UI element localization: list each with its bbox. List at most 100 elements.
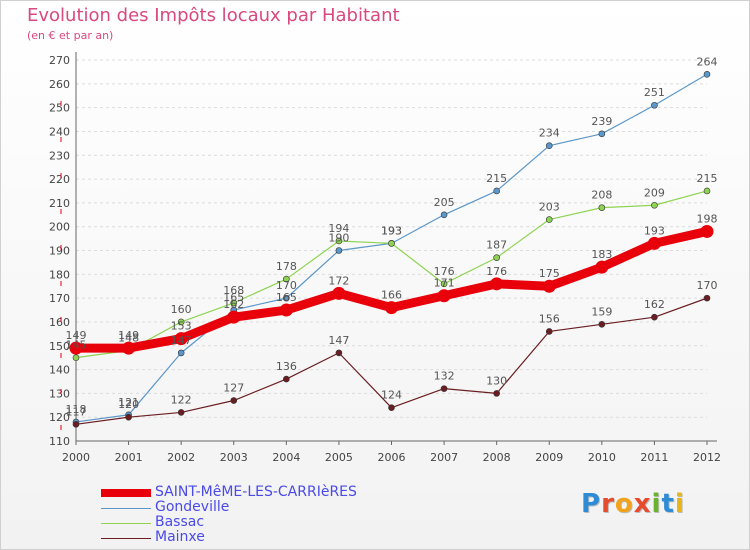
data-label: 194 — [328, 222, 349, 235]
data-point — [651, 101, 658, 109]
chart-title: Evolution des Impôts locaux par Habitant — [27, 5, 400, 26]
data-point — [493, 254, 500, 261]
data-point — [177, 409, 185, 416]
data-point — [227, 310, 241, 324]
y-tick-label: 170 — [49, 292, 70, 305]
data-label: 159 — [591, 305, 612, 318]
y-tick-label: 200 — [49, 221, 70, 234]
data-point — [279, 303, 293, 317]
x-tick-label: 2000 — [62, 451, 90, 464]
data-point — [598, 321, 606, 328]
data-label: 117 — [66, 405, 87, 418]
data-point — [332, 286, 346, 300]
y-tick-label: 210 — [49, 197, 70, 210]
data-point — [440, 280, 448, 288]
data-point — [490, 277, 504, 291]
data-label: 149 — [118, 329, 139, 342]
data-label: 148 — [118, 332, 139, 345]
data-point — [437, 289, 451, 303]
data-label: 234 — [539, 127, 560, 140]
y-tick-label: 120 — [49, 411, 70, 424]
data-label: 162 — [223, 298, 244, 311]
data-point — [440, 385, 448, 392]
x-tick-label: 2009 — [535, 451, 563, 464]
proxiti-logo: Proxiti — [581, 489, 685, 519]
y-tick-label: 130 — [49, 387, 70, 400]
data-label: 147 — [328, 334, 349, 347]
data-label: 156 — [539, 312, 560, 325]
data-label: 187 — [486, 239, 507, 252]
y-tick-label: 260 — [49, 78, 70, 91]
data-label: 147 — [171, 334, 192, 347]
y-tick-label: 140 — [49, 364, 70, 377]
data-label: 120 — [118, 398, 139, 411]
data-point — [230, 299, 238, 307]
x-tick-label: 2003 — [220, 451, 248, 464]
data-label: 190 — [328, 232, 349, 245]
data-label: 208 — [591, 189, 612, 202]
data-point — [335, 247, 343, 254]
data-point — [388, 404, 395, 411]
data-label: 149 — [66, 329, 87, 342]
x-tick-label: 2005 — [325, 451, 353, 464]
y-tick-label: 220 — [49, 173, 70, 186]
y-tick-label: 190 — [49, 245, 70, 258]
data-label: 205 — [434, 196, 455, 209]
data-label: 124 — [381, 389, 402, 402]
data-point — [72, 354, 80, 361]
x-tick-label: 2007 — [430, 451, 458, 464]
data-label: 153 — [171, 320, 192, 333]
data-label: 209 — [644, 186, 665, 199]
data-point — [230, 397, 238, 404]
data-point — [174, 332, 188, 346]
legend-label: Bassac — [155, 514, 205, 530]
data-label: 160 — [171, 303, 192, 316]
data-point — [598, 130, 606, 138]
data-label: 193 — [381, 224, 402, 237]
data-point — [703, 187, 711, 195]
data-label: 193 — [381, 224, 402, 237]
data-point — [651, 313, 658, 321]
data-point — [493, 187, 500, 195]
data-label: 203 — [539, 201, 560, 214]
x-tick-label: 2010 — [588, 451, 616, 464]
data-point — [545, 216, 553, 223]
y-tick-label: 250 — [49, 102, 70, 115]
data-point — [122, 341, 136, 355]
data-label: 170 — [276, 279, 297, 292]
data-point — [440, 211, 448, 219]
legend-item: SAINT-MêME-LES-CARRIèRES — [101, 484, 431, 500]
data-point — [388, 240, 395, 247]
data-label: 162 — [644, 298, 665, 311]
data-label: 168 — [223, 284, 244, 297]
data-label: 122 — [171, 393, 192, 406]
data-label: 132 — [434, 370, 455, 383]
data-label: 175 — [539, 267, 560, 280]
data-label: 127 — [223, 382, 244, 395]
data-point — [335, 237, 343, 245]
data-label: 165 — [223, 291, 244, 304]
legend-item: Mainxe — [101, 529, 431, 545]
data-label: 178 — [276, 260, 297, 273]
data-point — [335, 349, 343, 357]
data-point — [177, 318, 185, 326]
data-label: 172 — [328, 274, 349, 287]
data-point — [703, 294, 711, 302]
data-point — [545, 142, 553, 150]
data-label: 166 — [381, 289, 402, 302]
data-label: 251 — [644, 86, 665, 99]
data-point — [598, 204, 606, 211]
data-point — [542, 279, 556, 293]
y-tick-label: 180 — [49, 268, 70, 281]
data-point — [283, 375, 290, 383]
y-tick-label: 230 — [49, 149, 70, 162]
y-tick-label: 160 — [49, 316, 70, 329]
legend-swatch — [101, 489, 151, 497]
data-label: 176 — [434, 265, 455, 278]
data-label: 130 — [486, 374, 507, 387]
data-point — [703, 70, 711, 78]
data-label: 198 — [697, 212, 718, 225]
data-point — [283, 275, 290, 283]
